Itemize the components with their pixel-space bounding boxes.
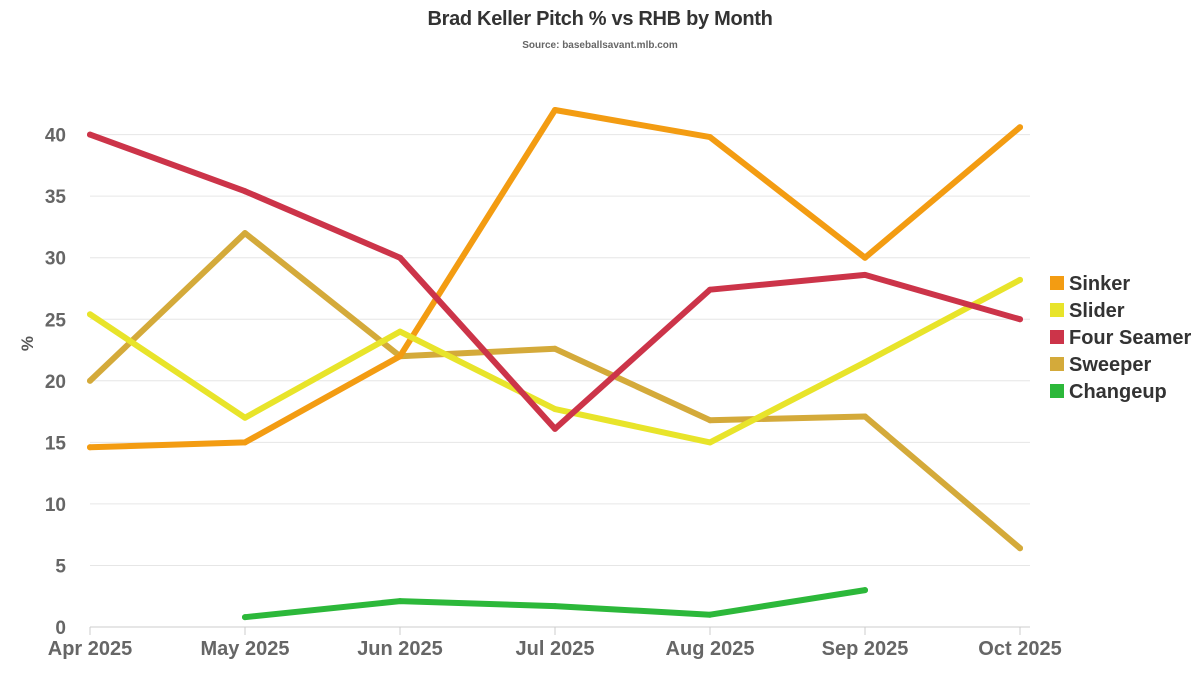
y-axis-ticks: 0 5 10 15 20 25 30 35 40 [45,126,67,639]
data-point [862,413,868,420]
legend-item-sinker[interactable]: Sinker [1050,273,1130,295]
legend-label: Slider [1069,300,1125,322]
data-point [707,417,713,424]
data-point [1017,276,1023,283]
data-point [552,425,558,432]
y-tick-label: 20 [45,372,66,393]
y-tick-label: 0 [55,618,66,639]
gridlines [90,134,1030,628]
y-tick-label: 10 [45,495,66,516]
x-tick-label: Aug 2025 [666,638,755,660]
x-tick-label: Apr 2025 [48,638,133,660]
series-line-four-seamer [87,131,1023,432]
data-point [1017,316,1023,323]
data-point [1017,545,1023,552]
data-point [242,614,248,621]
data-point [862,254,868,261]
y-tick-label: 25 [45,310,67,331]
data-point [552,345,558,352]
legend-swatch [1050,276,1064,290]
y-tick-label: 35 [45,187,67,208]
data-point [552,406,558,413]
x-axis-ticks: Apr 2025 May 2025 Jun 2025 Jul 2025 Aug 2025… [48,627,1062,660]
x-tick-label: Oct 2025 [978,638,1061,660]
legend-item-sweeper[interactable]: Sweeper [1050,354,1151,376]
data-point [397,328,403,335]
data-point [1017,124,1023,131]
chart-title: Brad Keller Pitch % vs RHB by Month [427,8,773,30]
y-tick-label: 30 [45,249,66,270]
y-tick-label: 15 [45,433,67,454]
legend-item-four-seamer[interactable]: Four Seamer [1050,327,1191,349]
series-lines [87,107,1023,621]
data-point [397,254,403,261]
data-point [707,286,713,293]
y-tick-label: 40 [45,126,66,147]
x-tick-label: May 2025 [201,638,290,660]
legend-label: Sinker [1069,273,1130,295]
data-point [87,131,93,138]
data-point [242,414,248,421]
legend-swatch [1050,303,1064,317]
x-tick-label: Jun 2025 [357,638,443,660]
y-tick-label: 5 [55,556,66,577]
legend-label: Sweeper [1069,354,1151,376]
data-point [242,188,248,195]
data-point [87,377,93,384]
data-point [707,439,713,446]
legend-swatch [1050,330,1064,344]
data-point [87,444,93,451]
x-tick-label: Jul 2025 [516,638,595,660]
legend-item-changeup[interactable]: Changeup [1050,381,1167,403]
data-point [707,611,713,618]
data-point [862,587,868,594]
data-point [397,598,403,605]
legend: Sinker Slider Four Seamer Sweeper Changeup [1050,273,1191,403]
data-point [552,603,558,610]
y-axis-label: % [18,336,37,351]
legend-item-slider[interactable]: Slider [1050,300,1125,322]
x-tick-label: Sep 2025 [822,638,909,660]
data-point [87,311,93,318]
data-point [397,353,403,360]
data-point [862,359,868,366]
legend-label: Changeup [1069,381,1167,403]
data-point [242,230,248,237]
data-point [707,134,713,141]
data-point [862,271,868,278]
chart-subtitle: Source: baseballsavant.mlb.com [522,40,678,51]
data-point [242,439,248,446]
data-point [552,107,558,113]
legend-swatch [1050,384,1064,398]
legend-swatch [1050,357,1064,371]
series-line-slider [87,276,1023,446]
legend-label: Four Seamer [1069,327,1191,349]
